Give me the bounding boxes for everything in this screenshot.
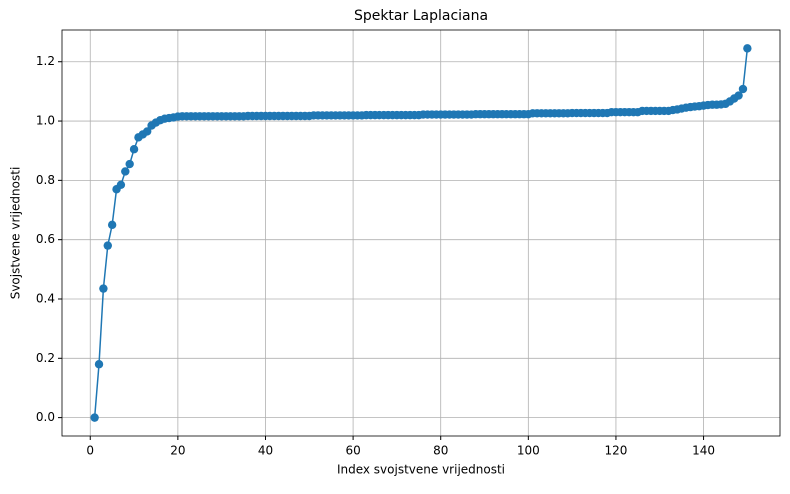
y-tick-label: 1.0	[36, 114, 55, 128]
point	[129, 145, 139, 154]
y-tick-label: 0.6	[36, 232, 55, 246]
point	[94, 360, 104, 369]
point	[116, 180, 126, 190]
y-tick-label: 0.8	[36, 173, 55, 187]
point	[143, 127, 152, 136]
x-tick-label: 20	[170, 444, 185, 458]
x-tick-label: 120	[604, 444, 627, 458]
x-tick-label: 140	[692, 444, 715, 458]
x-tick-label: 80	[433, 444, 448, 458]
y-tick-label: 0.4	[36, 291, 55, 305]
point	[125, 159, 134, 169]
x-tick-label: 40	[258, 444, 273, 458]
point	[99, 284, 108, 293]
plot-frame	[61, 29, 781, 437]
x-tick-label: 60	[345, 444, 360, 458]
y-tick-label: 0.0	[36, 410, 55, 424]
y-axis-label: Svojstvene vrijednosti	[9, 167, 23, 300]
point	[738, 84, 748, 94]
point	[107, 220, 117, 230]
y-tick-label: 0.2	[36, 351, 55, 365]
y-tick-label: 1.2	[36, 54, 55, 68]
point	[90, 413, 99, 422]
x-tick-label: 100	[517, 444, 540, 458]
x-tick-label: 0	[86, 444, 94, 458]
chart-title: Spektar Laplaciana	[354, 8, 488, 24]
point	[734, 91, 743, 100]
point	[121, 167, 130, 176]
point	[743, 44, 752, 53]
series-line	[93, 48, 749, 418]
x-axis-label: Index svojstvene vrijednosti	[337, 463, 505, 477]
point	[103, 241, 112, 250]
